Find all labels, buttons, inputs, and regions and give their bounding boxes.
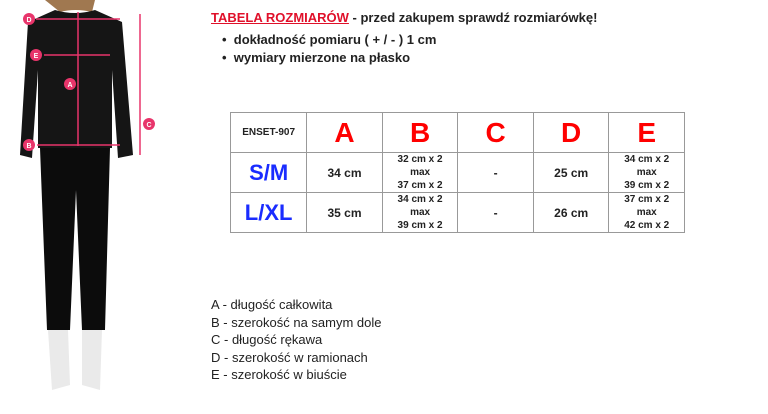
svg-text:E: E — [34, 53, 39, 60]
col-a: A — [306, 112, 383, 153]
table-row: S/M 34 cm 32 cm x 2 max 37 cm x 2 - 25 cm … — [229, 152, 685, 193]
cell-a: 34 cm — [306, 152, 383, 193]
marker-a — [64, 78, 76, 90]
measurement-legend: A - długość całkowita B - szerokość na s… — [211, 296, 382, 384]
cell-d: 26 cm — [532, 192, 610, 233]
cell-b: 32 cm x 2 max 37 cm x 2 — [381, 152, 459, 193]
cell-d: 25 cm — [532, 152, 610, 193]
marker-d — [23, 13, 35, 25]
product-code: ENSET-907 — [229, 112, 308, 153]
cell-a: 35 cm — [306, 192, 383, 233]
col-b: B — [381, 112, 459, 153]
size-chart-heading: TABELA ROZMIARÓW - przed zakupem sprawdź… — [211, 10, 598, 25]
marker-c — [143, 118, 155, 130]
bullet-flat-measure: • wymiary mierzone na płasko — [222, 50, 411, 65]
svg-text:D: D — [26, 17, 31, 24]
col-e: E — [608, 112, 685, 153]
legend-item: C - długość rękawa — [211, 332, 323, 347]
legend-item: A - długość całkowita — [211, 297, 333, 312]
legend-item: B - szerokość na samym dole — [211, 314, 382, 330]
cell-b: 34 cm x 2 max 39 cm x 2 — [381, 192, 459, 233]
cell-e: 34 cm x 2 max 39 cm x 2 — [608, 152, 685, 193]
col-d: D — [532, 112, 610, 153]
size-label: S/M — [229, 152, 308, 193]
marker-b — [23, 139, 35, 151]
bullet-accuracy: • dokładność pomiaru ( + / - ) 1 cm — [222, 32, 437, 47]
model-photo: D E A B C — [20, 0, 155, 390]
cell-e: 37 cm x 2 max 42 cm x 2 — [608, 192, 685, 233]
marker-e — [30, 49, 42, 61]
svg-text:C: C — [146, 122, 151, 129]
table-header-row: ENSET-907 A B C D E — [229, 112, 685, 153]
col-c: C — [457, 112, 534, 153]
svg-text:B: B — [26, 143, 31, 150]
cell-c: - — [457, 192, 534, 233]
cell-c: - — [457, 152, 534, 193]
svg-text:A: A — [67, 82, 72, 89]
table-row: L/XL 35 cm 34 cm x 2 max 39 cm x 2 - 26 cm… — [229, 192, 685, 233]
size-label: L/XL — [229, 192, 308, 233]
legend-item: D - szerokość w ramionach — [211, 349, 368, 365]
legend-item: E - szerokość w biuście — [211, 367, 347, 382]
